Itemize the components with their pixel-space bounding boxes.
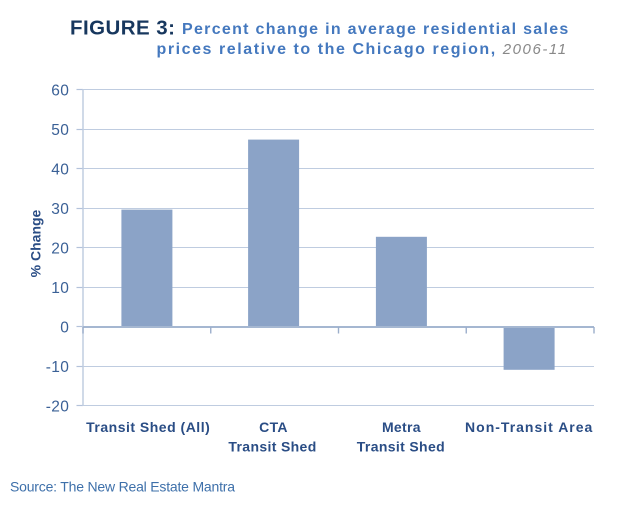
svg-text:Metra: Metra: [382, 419, 421, 435]
svg-text:50: 50: [51, 122, 69, 139]
svg-text:Source: The New Real Estate Ma: Source: The New Real Estate Mantra: [10, 479, 235, 495]
svg-text:Percent change in average resi: Percent change in average residential sa…: [182, 21, 570, 38]
svg-text:CTA: CTA: [259, 419, 288, 435]
svg-text:30: 30: [51, 201, 69, 218]
svg-text:prices relative to the Chicago: prices relative to the Chicago region, 2…: [157, 41, 568, 58]
svg-text:Transit Shed (All): Transit Shed (All): [86, 419, 210, 435]
svg-text:0: 0: [60, 320, 69, 337]
svg-text:Transit Shed: Transit Shed: [357, 439, 445, 455]
svg-text:Non-Transit Area: Non-Transit Area: [465, 419, 593, 435]
svg-text:% Change: % Change: [28, 209, 44, 277]
svg-text:-20: -20: [46, 399, 70, 416]
svg-text:20: 20: [51, 241, 69, 258]
svg-text:Transit Shed: Transit Shed: [228, 439, 316, 455]
svg-text:10: 10: [51, 280, 69, 297]
svg-text:FIGURE 3:: FIGURE 3:: [70, 16, 175, 39]
svg-text:60: 60: [51, 83, 69, 100]
svg-text:-10: -10: [46, 359, 70, 376]
svg-text:40: 40: [51, 162, 69, 179]
